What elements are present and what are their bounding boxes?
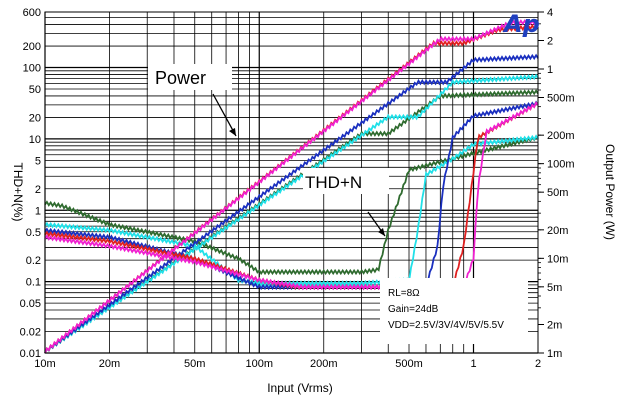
- condition-rl: RL=8Ω: [388, 288, 420, 299]
- y-right-tick-label: 50m: [547, 187, 568, 199]
- y-left-tick-label: 10: [29, 134, 41, 146]
- y-right-tick-label: 5m: [547, 282, 562, 294]
- plot-frame: [44, 11, 539, 354]
- y-left-tick-label: 0.01: [20, 348, 41, 360]
- y-right-tick-label: 20m: [547, 225, 568, 237]
- ap-logo: Ap: [502, 10, 540, 38]
- thdn-label-box: [303, 168, 389, 194]
- y-left-tick-label: 5: [35, 155, 41, 167]
- x-axis-title: Input (Vrms): [267, 381, 333, 395]
- y-right-tick-label: 200m: [547, 130, 575, 142]
- thdn-label: THD+N: [305, 173, 362, 192]
- x-tick-label: 200m: [310, 358, 338, 370]
- y-left-tick-label: 2: [35, 184, 41, 196]
- y-right-tick-label: 10m: [547, 253, 568, 265]
- x-tick-label: 1: [470, 358, 476, 370]
- x-tick-label: 10m: [34, 358, 55, 370]
- right-axis-ticks: 4 2 1 500m 200m 100m 50m 20m 10m 5m 2m 1m: [538, 7, 575, 360]
- power-curve-3: [44, 53, 539, 354]
- thdn-arrowhead: [378, 228, 385, 236]
- y-left-tick-label: 600: [23, 7, 41, 19]
- left-axis-ticks: 600 200 100 50 20 10 5 2 1 0.5 0.2 0.1 0.05 0.02 0.01: [20, 7, 41, 360]
- power-label-box: [148, 64, 232, 90]
- curves: [44, 19, 539, 354]
- bottom-axis-ticks: 10m 20m 50m 100m 200m 500m 1 2: [34, 358, 541, 370]
- x-tick-label: 20m: [99, 358, 120, 370]
- power-arrowhead: [229, 128, 236, 136]
- y-left-axis-title: THD+N(%): [11, 163, 25, 222]
- x-tick-label: 100m: [245, 358, 273, 370]
- condition-gain: Gain=24dB: [388, 304, 439, 315]
- y-right-tick-label: 1: [547, 64, 553, 76]
- y-left-tick-label: 100: [23, 63, 41, 75]
- y-left-tick-label: 0.5: [26, 227, 41, 239]
- y-left-tick-label: 20: [29, 112, 41, 124]
- y-left-tick-label: 0.02: [20, 327, 41, 339]
- x-tick-label: 2: [535, 358, 541, 370]
- y-left-tick-label: 0.05: [20, 298, 41, 310]
- power-arrow: [212, 93, 237, 137]
- y-right-tick-label: 500m: [547, 92, 575, 104]
- y-left-tick-label: 50: [29, 84, 41, 96]
- power-curve-5: [44, 19, 539, 354]
- y-right-tick-label: 2: [547, 35, 553, 47]
- y-left-tick-label: 0.2: [26, 255, 41, 267]
- condition-vdd: VDD=2.5V/3V/4V/5V/5.5V: [388, 320, 504, 331]
- y-right-axis-title: Output Power (W): [603, 144, 617, 240]
- power-label: Power: [155, 68, 206, 88]
- y-right-tick-label: 2m: [547, 320, 562, 332]
- x-tick-label: 50m: [184, 358, 205, 370]
- y-left-tick-label: 1: [35, 205, 41, 217]
- conditions-box: [380, 278, 528, 344]
- x-tick-label: 500m: [395, 358, 423, 370]
- y-right-tick-label: 100m: [547, 159, 575, 171]
- y-left-tick-label: 0.1: [26, 277, 41, 289]
- power-curve-2: [44, 73, 539, 354]
- y-right-tick-label: 1m: [547, 348, 562, 360]
- y-right-tick-label: 4: [547, 7, 553, 19]
- y-left-tick-label: 200: [23, 41, 41, 53]
